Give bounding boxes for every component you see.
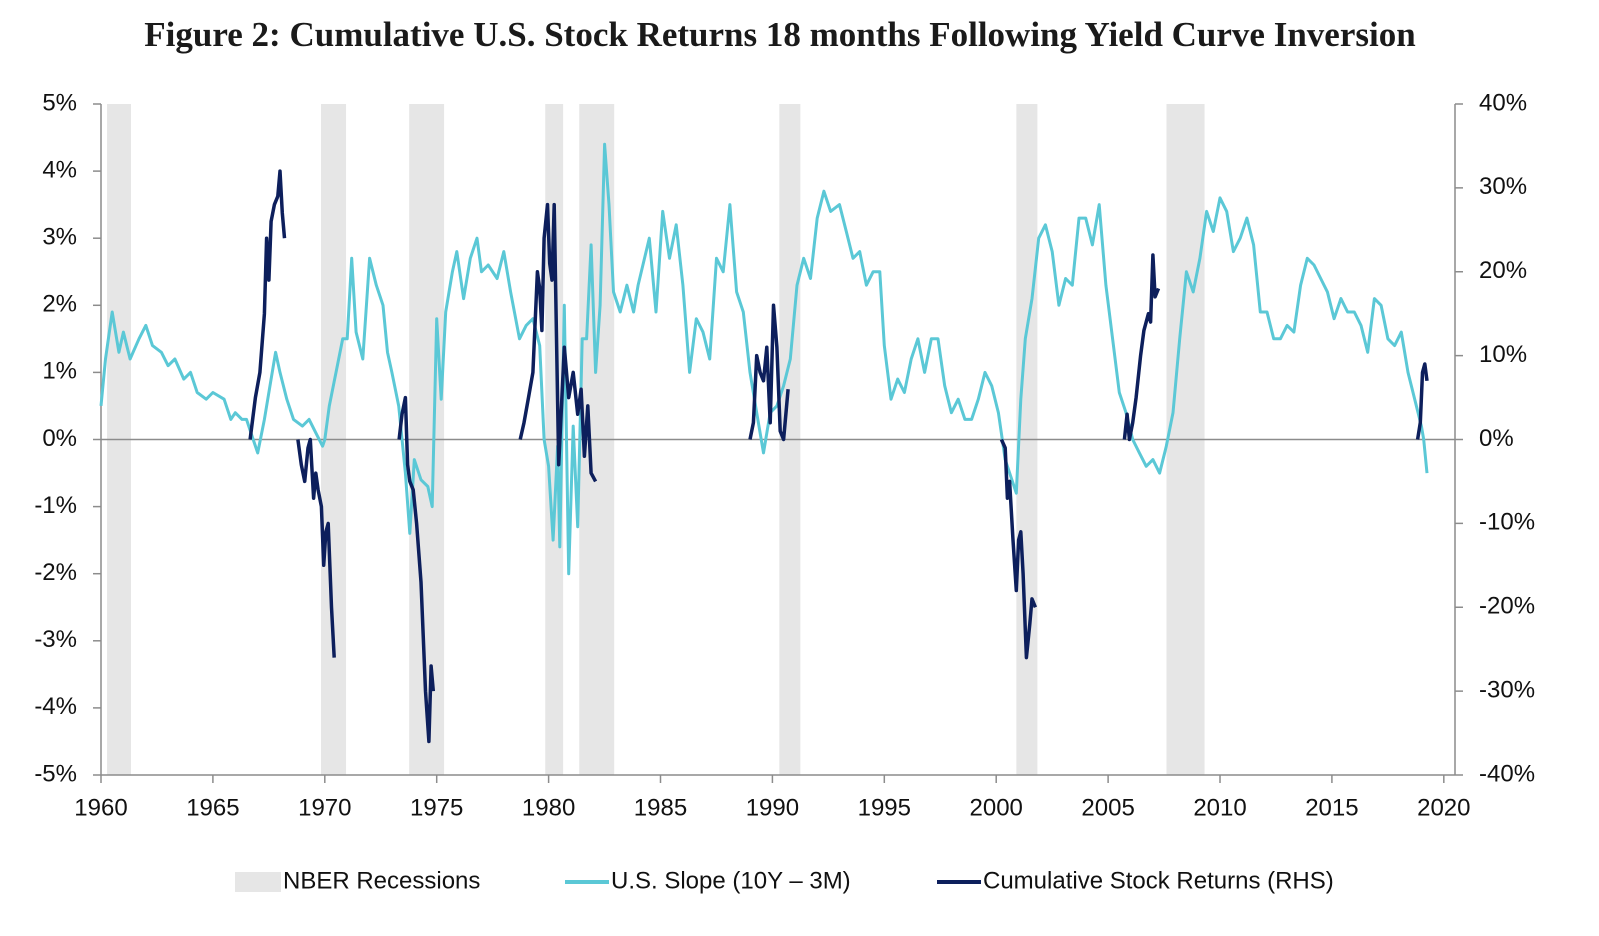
x-tick-label: 1985 xyxy=(634,794,687,821)
y-tick-label: -1% xyxy=(34,492,77,519)
x-tick-label: 2020 xyxy=(1417,794,1470,821)
chart-title: Figure 2: Cumulative U.S. Stock Returns … xyxy=(144,15,1415,54)
x-tick-label: 1990 xyxy=(746,794,799,821)
x-tick-label: 1995 xyxy=(858,794,911,821)
y-tick-label: -3% xyxy=(34,626,77,653)
y-tick-label: -5% xyxy=(34,760,77,787)
y-tick-label: 4% xyxy=(42,156,77,183)
legend-label: Cumulative Stock Returns (RHS) xyxy=(983,867,1334,894)
y-tick-label: 1% xyxy=(42,358,77,385)
x-tick-label: 2010 xyxy=(1193,794,1246,821)
y-tick-label: 2% xyxy=(42,291,77,318)
x-tick-label: 2015 xyxy=(1305,794,1358,821)
legend-label: U.S. Slope (10Y – 3M) xyxy=(611,867,851,894)
x-tick-label: 1970 xyxy=(298,794,351,821)
legend-label: NBER Recessions xyxy=(283,867,480,894)
y-tick-label: -4% xyxy=(34,693,77,720)
y2-tick-label: -20% xyxy=(1479,593,1535,620)
x-tick-label: 2000 xyxy=(970,794,1023,821)
series-line xyxy=(248,169,1429,744)
y-tick-label: 3% xyxy=(42,224,77,251)
x-tick-label: 2005 xyxy=(1081,794,1134,821)
x-tick-label: 1975 xyxy=(410,794,463,821)
x-tick-label: 1960 xyxy=(74,794,127,821)
y2-tick-label: -10% xyxy=(1479,509,1535,536)
y2-tick-label: -30% xyxy=(1479,676,1535,703)
y2-tick-label: 30% xyxy=(1479,173,1527,200)
y-tick-label: 5% xyxy=(42,89,77,116)
y-tick-label: 0% xyxy=(42,425,77,452)
legend-swatch xyxy=(235,872,281,892)
y2-tick-label: -40% xyxy=(1479,760,1535,787)
y2-tick-label: 0% xyxy=(1479,425,1514,452)
series-line xyxy=(99,142,1429,576)
y2-tick-label: 10% xyxy=(1479,341,1527,368)
y-tick-label: -2% xyxy=(34,559,77,586)
x-tick-label: 1965 xyxy=(186,794,239,821)
y2-tick-label: 20% xyxy=(1479,257,1527,284)
x-tick-label: 1980 xyxy=(522,794,575,821)
y2-tick-label: 40% xyxy=(1479,89,1527,116)
